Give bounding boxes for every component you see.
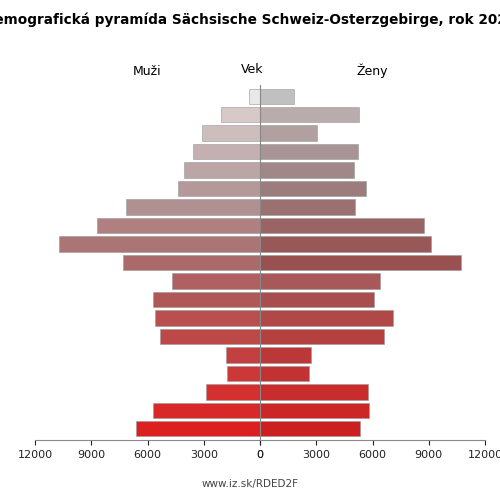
Bar (60, 236, 260, 252)
Bar (260, 384, 368, 400)
Bar (155, 310, 260, 326)
Bar (260, 162, 354, 178)
Bar (249, 88, 260, 104)
Bar (260, 348, 310, 362)
Text: www.iz.sk/RDED2F: www.iz.sk/RDED2F (202, 479, 298, 489)
Bar (260, 126, 317, 140)
Bar (160, 329, 260, 344)
Bar (126, 200, 260, 214)
Bar (260, 107, 360, 122)
Bar (194, 144, 260, 159)
Bar (206, 384, 260, 400)
Bar (260, 200, 354, 214)
Bar (123, 255, 260, 270)
Bar (260, 422, 360, 436)
Bar (260, 181, 366, 196)
Bar (260, 144, 358, 159)
Bar (153, 403, 260, 418)
Bar (260, 329, 384, 344)
Bar (184, 162, 260, 178)
Text: Vek: Vek (241, 63, 264, 76)
Text: Muži: Muži (133, 65, 162, 78)
Bar (260, 310, 393, 326)
Bar (202, 126, 260, 140)
Bar (220, 107, 260, 122)
Bar (172, 274, 260, 288)
Bar (178, 181, 260, 196)
Text: Ženy: Ženy (357, 64, 388, 78)
Bar (227, 366, 260, 381)
Bar (260, 403, 369, 418)
Bar (260, 255, 460, 270)
Bar (260, 88, 294, 104)
Bar (260, 292, 374, 307)
Bar (260, 218, 424, 233)
Bar (226, 348, 260, 362)
Text: Demografická pyramída Sächsische Schweiz-Osterzgebirge, rok 2022: Demografická pyramída Sächsische Schweiz… (0, 12, 500, 27)
Bar (260, 366, 309, 381)
Bar (260, 274, 380, 288)
Bar (136, 422, 260, 436)
Bar (97, 218, 260, 233)
Bar (260, 236, 430, 252)
Bar (153, 292, 260, 307)
